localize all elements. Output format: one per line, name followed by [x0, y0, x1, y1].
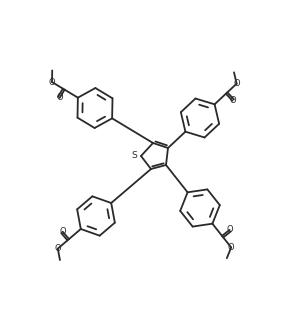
Text: O: O	[226, 225, 233, 234]
Text: O: O	[228, 243, 234, 252]
Text: O: O	[59, 227, 66, 236]
Text: O: O	[49, 78, 55, 86]
Text: O: O	[233, 79, 240, 88]
Text: S: S	[131, 151, 137, 159]
Text: O: O	[229, 96, 236, 105]
Text: O: O	[56, 93, 63, 102]
Text: O: O	[55, 244, 61, 253]
